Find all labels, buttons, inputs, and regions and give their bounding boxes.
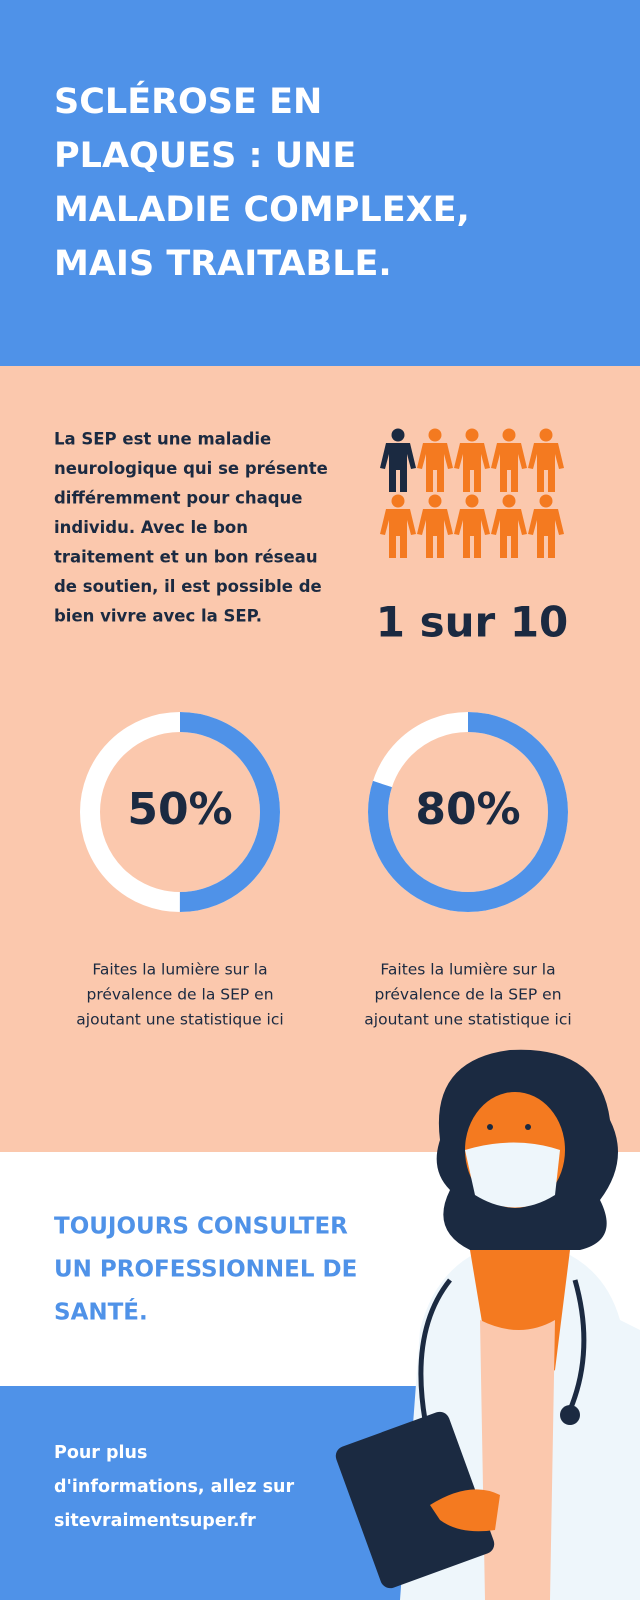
- stat-caption: prévalence de la SEP en: [86, 986, 273, 1004]
- donut-arc: [368, 712, 568, 912]
- doctor-illustration: [335, 1049, 640, 1600]
- stat-caption: Faites la lumière sur la: [380, 961, 555, 979]
- stat-caption: Faites la lumière sur la: [92, 961, 267, 979]
- header-bg: [0, 0, 640, 366]
- intro-line: de soutien, il est possible de: [54, 577, 322, 596]
- footer-line: sitevraimentsuper.fr: [54, 1511, 256, 1531]
- title-line: MALADIE COMPLEXE,: [54, 190, 470, 230]
- footer-line: d'informations, allez sur: [54, 1477, 294, 1497]
- donut-arc: [80, 712, 280, 912]
- intro-line: individu. Avec le bon: [54, 518, 248, 537]
- stat-caption: ajoutant une statistique ici: [364, 1011, 571, 1029]
- stat-label: 80%: [415, 784, 520, 835]
- advice-line: TOUJOURS CONSULTER: [54, 1214, 348, 1240]
- advice-line: SANTÉ.: [54, 1298, 148, 1326]
- stat-caption: ajoutant une statistique ici: [76, 1011, 283, 1029]
- stat-label: 50%: [127, 784, 232, 835]
- footer-line: Pour plus: [54, 1443, 147, 1463]
- stat-caption: prévalence de la SEP en: [374, 986, 561, 1004]
- intro-line: bien vivre avec la SEP.: [54, 607, 262, 626]
- intro-line: traitement et un bon réseau: [54, 548, 318, 567]
- title-line: MAIS TRAITABLE.: [54, 244, 392, 284]
- advice-line: UN PROFESSIONNEL DE: [54, 1257, 357, 1283]
- intro-line: neurologique qui se présente: [54, 459, 328, 478]
- intro-line: La SEP est une maladie: [54, 430, 271, 449]
- ratio-label: 1 sur 10: [376, 598, 569, 647]
- title-line: PLAQUES : UNE: [54, 136, 356, 176]
- intro-line: différemment pour chaque: [54, 489, 303, 508]
- title-line: SCLÉROSE EN: [54, 80, 322, 122]
